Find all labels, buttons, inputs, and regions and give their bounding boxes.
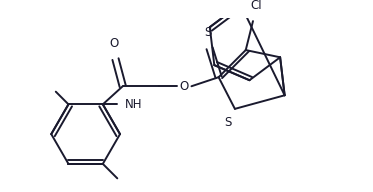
Text: O: O bbox=[109, 37, 118, 50]
Text: S: S bbox=[224, 116, 231, 129]
Text: Cl: Cl bbox=[251, 0, 263, 12]
Text: S: S bbox=[204, 26, 211, 39]
Text: O: O bbox=[180, 80, 189, 93]
Text: NH: NH bbox=[125, 98, 142, 111]
